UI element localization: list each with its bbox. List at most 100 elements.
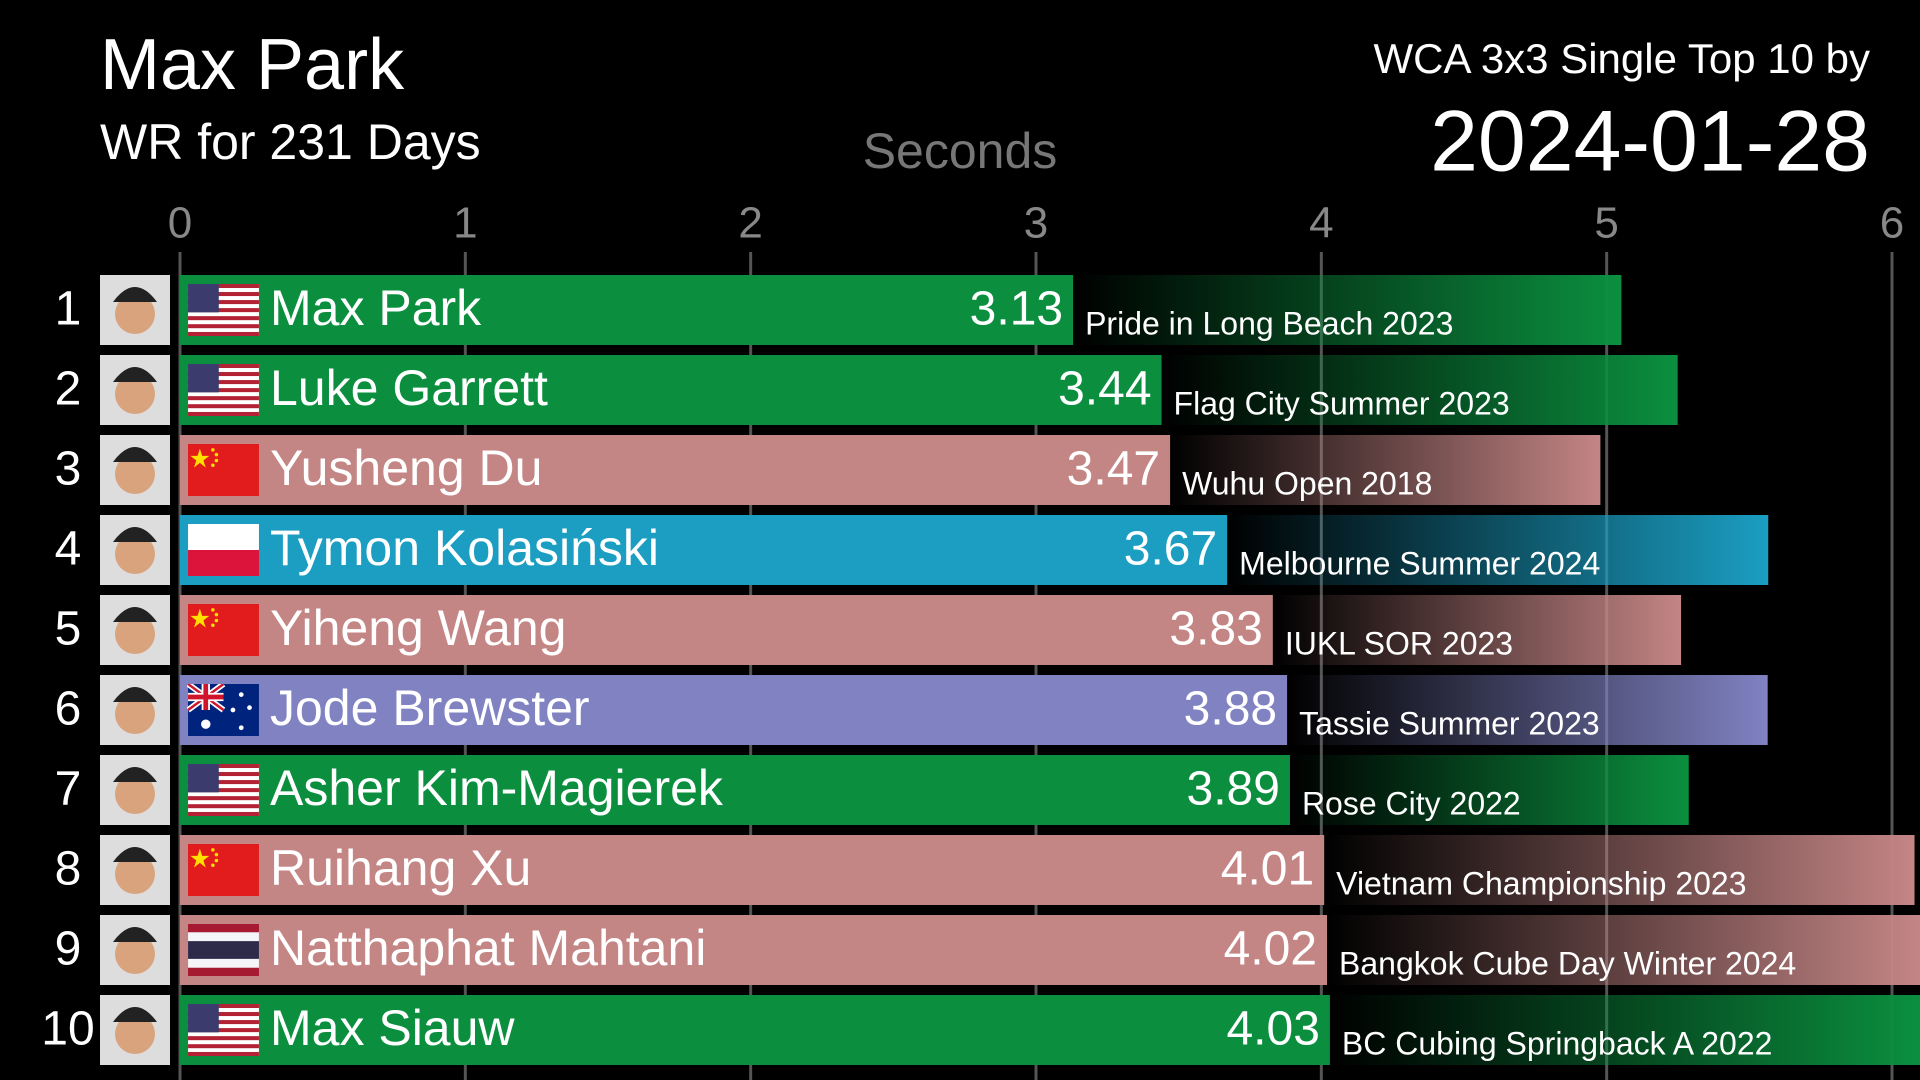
flag: [188, 684, 259, 736]
rank-label: 10: [41, 1003, 94, 1056]
bar: [180, 915, 1328, 985]
x-tick-label: 4: [1309, 199, 1333, 248]
bar-trail: [1073, 275, 1622, 345]
rank-label: 9: [55, 923, 82, 976]
photo-hair: [113, 1007, 157, 1022]
photo-face: [115, 934, 155, 974]
flag: [188, 844, 259, 896]
photo-hair: [113, 847, 157, 862]
competition-label: Rose City 2022: [1302, 785, 1521, 821]
bar-trail: [1287, 675, 1768, 745]
rank-label: 3: [55, 443, 82, 496]
x-tick-label: 3: [1024, 199, 1048, 248]
rank-label: 2: [55, 363, 82, 416]
bar-label: Yiheng Wang: [270, 600, 566, 656]
competition-label: Tassie Summer 2023: [1299, 705, 1600, 741]
flag: [188, 764, 259, 816]
flag: [188, 524, 259, 576]
competition-label: Pride in Long Beach 2023: [1085, 305, 1453, 341]
bar-label: Max Park: [270, 280, 482, 336]
bar-label: Ruihang Xu: [270, 840, 531, 896]
bar-trail: [1170, 435, 1601, 505]
photo-hair: [113, 527, 157, 542]
photo-face: [115, 1014, 155, 1054]
x-axis-label: Seconds: [863, 123, 1058, 179]
flags: [188, 284, 259, 1056]
x-tick-label: 6: [1880, 199, 1904, 248]
bar: [180, 995, 1330, 1065]
bar-trail: [1329, 995, 1920, 1065]
value-label: 3.47: [1067, 443, 1160, 496]
photo-face: [115, 374, 155, 414]
bar: [180, 515, 1228, 585]
value-label: 4.02: [1224, 923, 1317, 976]
rank-label: 7: [55, 763, 82, 816]
chart-title: Max Park: [100, 25, 405, 105]
date: 2024-01-28: [1430, 94, 1870, 190]
rank-label: 1: [55, 283, 82, 336]
rank-label: 5: [55, 603, 82, 656]
flag: [188, 604, 259, 656]
photo-hair: [113, 927, 157, 942]
bar-label: Max Siauw: [270, 1000, 515, 1056]
bar: [180, 675, 1288, 745]
bar-label: Luke Garrett: [270, 360, 548, 416]
bars: 1 Max Park 3.13 Pride in Long Beach 2023 2 Lu…: [41, 275, 1920, 1065]
bar-label: Yusheng Du: [270, 440, 542, 496]
photo-face: [115, 534, 155, 574]
bar-trail: [1324, 835, 1915, 905]
x-tick-label: 5: [1594, 199, 1618, 248]
photo-hair: [113, 287, 157, 302]
value-label: 3.13: [970, 283, 1063, 336]
bar: [180, 355, 1162, 425]
bar-trail: [1327, 915, 1920, 985]
bar: [180, 595, 1273, 665]
bar: [180, 755, 1290, 825]
competition-label: BC Cubing Springback A 2022: [1342, 1025, 1773, 1061]
rank-label: 4: [55, 523, 82, 576]
rank-label: 8: [55, 843, 82, 896]
bar-label: Asher Kim-Magierek: [270, 760, 724, 816]
bar-trail: [1227, 515, 1769, 585]
x-tick-label: 2: [738, 199, 762, 248]
value-label: 3.83: [1169, 603, 1262, 656]
photo-hair: [113, 447, 157, 462]
photo-face: [115, 454, 155, 494]
value-label: 3.67: [1124, 523, 1217, 576]
bar: [180, 275, 1074, 345]
photo-face: [115, 694, 155, 734]
competition-label: Vietnam Championship 2023: [1336, 865, 1746, 901]
bar-label: Tymon Kolasiński: [270, 520, 659, 576]
value-label: 3.88: [1184, 683, 1277, 736]
photo-face: [115, 614, 155, 654]
chart-subtitle: WR for 231 Days: [100, 114, 481, 170]
flag: [188, 924, 259, 976]
flag: [188, 284, 259, 336]
competition-label: IUKL SOR 2023: [1285, 625, 1513, 661]
competition-label: Flag City Summer 2023: [1174, 385, 1510, 421]
competition-label: Bangkok Cube Day Winter 2024: [1339, 945, 1796, 981]
bar-label: Jode Brewster: [270, 680, 590, 736]
x-tick-label: 1: [453, 199, 477, 248]
bar-trail: [1272, 595, 1682, 665]
value-label: 4.03: [1226, 1003, 1319, 1056]
bar-label: Natthaphat Mahtani: [270, 920, 706, 976]
bar-trail: [1161, 355, 1678, 425]
flag: [188, 444, 259, 496]
photo-face: [115, 294, 155, 334]
bar: [180, 435, 1171, 505]
photo-hair: [113, 607, 157, 622]
competition-label: Wuhu Open 2018: [1182, 465, 1432, 501]
photo-face: [115, 854, 155, 894]
value-label: 3.89: [1187, 763, 1280, 816]
value-label: 3.44: [1058, 363, 1151, 416]
value-label: 4.01: [1221, 843, 1314, 896]
bar: [180, 835, 1325, 905]
bar-trail: [1289, 755, 1689, 825]
competition-label: Melbourne Summer 2024: [1239, 545, 1600, 581]
rank-label: 6: [55, 683, 82, 736]
header: WCA 3x3 Single Top 10 by: [1373, 35, 1870, 82]
flag: [188, 364, 259, 416]
photo-hair: [113, 687, 157, 702]
